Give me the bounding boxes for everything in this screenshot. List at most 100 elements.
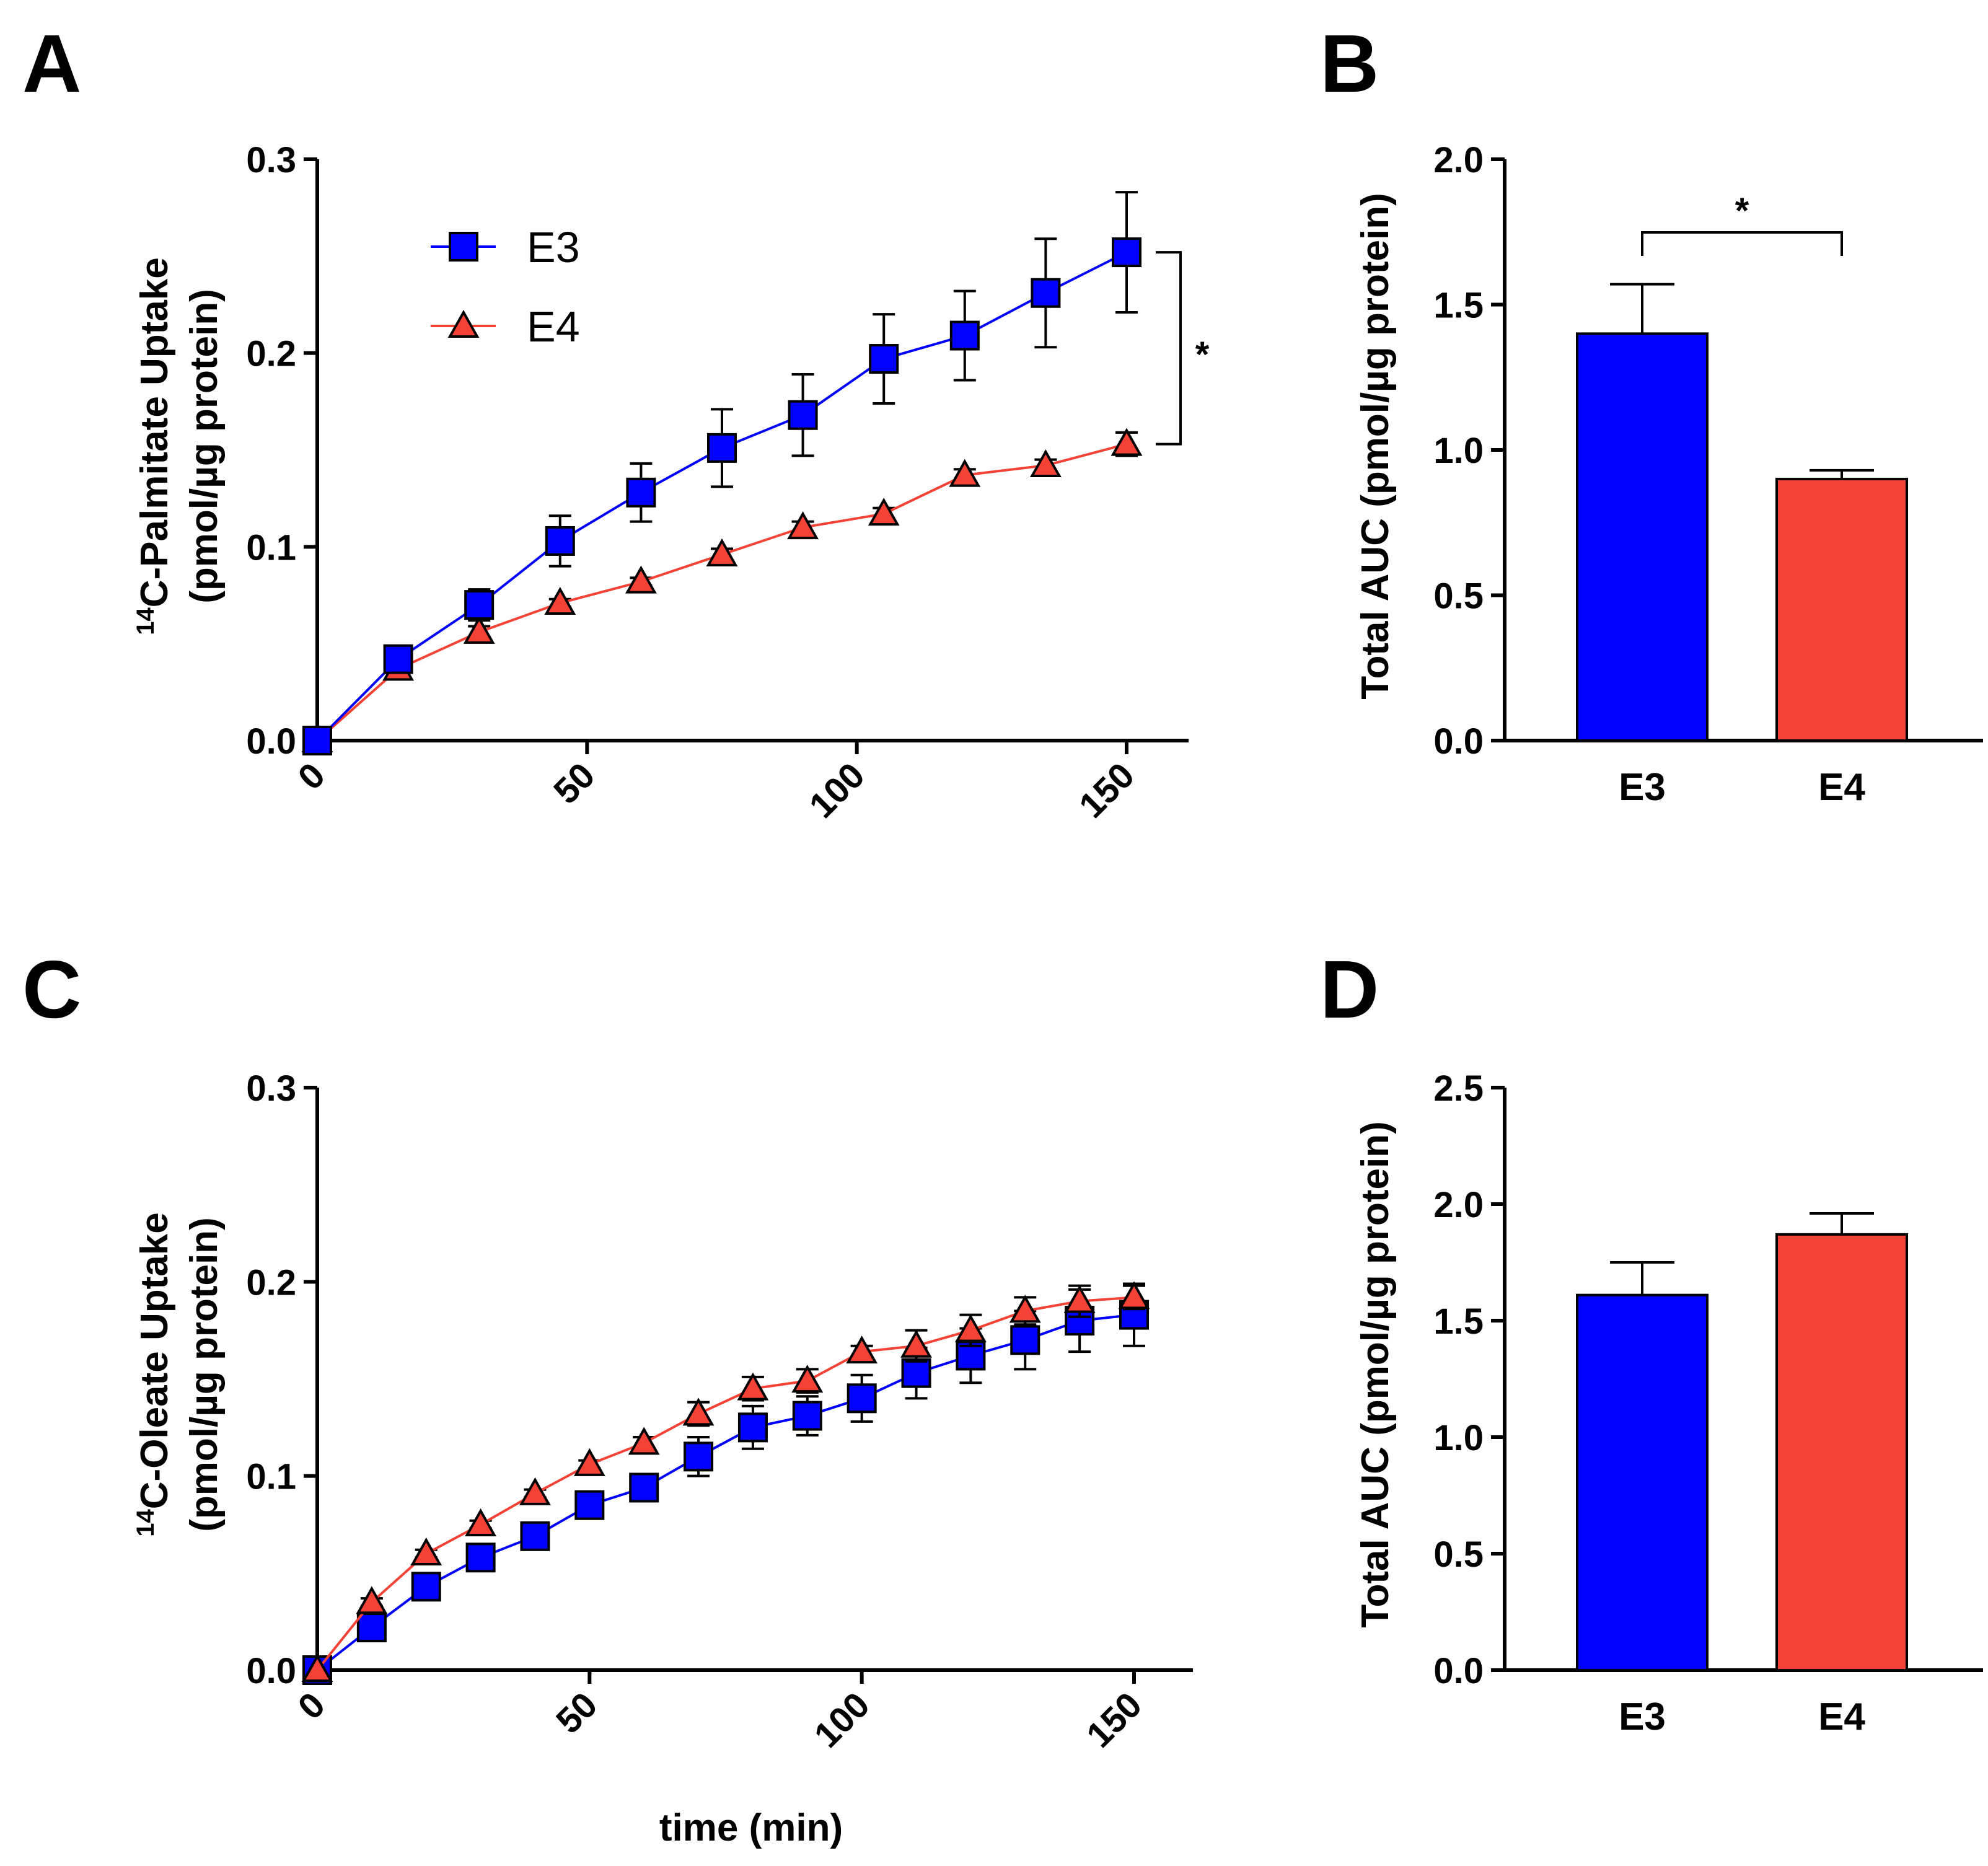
e4-data-point	[1063, 1285, 1096, 1313]
e3-data-point	[302, 726, 332, 755]
e3-bar	[1576, 1293, 1709, 1671]
e3-data-point	[1112, 237, 1141, 268]
x-tick-label: 50	[546, 755, 603, 812]
x-tick-label: 0	[290, 1684, 333, 1727]
panel-d-plot: 0.0 0.5 1.0 1.5 2.0 2.5 E3 E4	[1433, 1068, 1983, 1738]
e4-data-point	[628, 1427, 660, 1455]
y-tick-label: 1.0	[1433, 1418, 1484, 1458]
e4-data-point	[465, 1508, 497, 1536]
panel-c-plot: 0.0 0.1 0.2 0.3 0 50 100 150	[246, 1068, 1193, 1756]
panel-a-plot: 0.0 0.1 0.2 0.3 0 50 100 150 E3 E4 *	[246, 140, 1209, 826]
e3-data-point	[383, 644, 413, 674]
y-tick-label: 2.5	[1433, 1068, 1484, 1109]
panel-c-ylabel-units: (pmol/µg protein)	[183, 1217, 226, 1532]
e3-data-point	[626, 477, 656, 508]
panel-c-xlabel: time (min)	[659, 1807, 843, 1849]
e4-data-point	[954, 1314, 987, 1342]
legend-e4-marker	[447, 309, 480, 338]
e4-data-point	[1029, 449, 1062, 478]
y-tick-label: 2.0	[1433, 1185, 1484, 1225]
e4-data-point	[791, 1365, 824, 1393]
x-tick-label: 0	[290, 755, 333, 798]
e3-data-point	[847, 1383, 877, 1414]
e3-data-point	[949, 320, 980, 351]
y-tick-label: 0.5	[1433, 1534, 1484, 1575]
e4-data-point	[737, 1372, 769, 1401]
y-tick-label: 0.3	[246, 140, 296, 180]
e3-data-point	[792, 1401, 822, 1431]
e3-series-line	[316, 1313, 1135, 1671]
panel-c-ylabel: 14C-Oleate Uptake	[132, 1212, 176, 1536]
legend-e3-label: E3	[527, 223, 580, 271]
panel-b-letter: B	[1320, 18, 1379, 109]
e4-data-point	[1118, 1281, 1150, 1309]
y-tick-label: 0.0	[246, 721, 296, 762]
legend-e4-label: E4	[527, 302, 580, 351]
e4-bar	[1775, 477, 1908, 742]
panel-c-ylabel-sup: 14	[132, 1508, 159, 1536]
e3-data-point	[684, 1441, 714, 1472]
e3-data-point	[788, 400, 818, 430]
significance-bracket	[1641, 231, 1843, 256]
significance-star: *	[1735, 191, 1749, 231]
e4-data-point	[900, 1329, 932, 1358]
y-tick-label: 0.2	[246, 334, 296, 374]
e3-data-point	[520, 1521, 550, 1551]
x-tick-label-e3: E3	[1619, 766, 1666, 809]
e4-series-line	[316, 1296, 1135, 1671]
e3-bar	[1576, 332, 1709, 742]
e4-series-line	[316, 442, 1127, 742]
e4-data-point	[787, 511, 819, 540]
y-tick-label: 0.5	[1433, 576, 1484, 617]
e4-data-point	[949, 459, 981, 487]
e3-data-point	[545, 526, 575, 556]
e3-data-point	[707, 433, 737, 463]
e3-data-point	[1031, 278, 1061, 308]
panel-d-ylabel: Total AUC (pmol/µg protein)	[1354, 1121, 1397, 1628]
e3-data-point	[574, 1490, 605, 1520]
panel-a-letter: A	[22, 18, 81, 109]
panel-d: D Total AUC (pmol/µg protein) 0.0 0.5 1.0 1…	[1320, 944, 1983, 1738]
x-tick-label-e3: E3	[1619, 1696, 1666, 1738]
e4-bar	[1775, 1233, 1908, 1671]
e3-data-point	[869, 344, 899, 374]
x-tick-label: 50	[548, 1684, 605, 1741]
x-tick-label-e4: E4	[1818, 1696, 1865, 1738]
x-tick-label: 150	[1079, 1684, 1150, 1755]
e3-data-point	[629, 1472, 659, 1503]
panel-a: A 14C-Palmitate Uptake (pmol/µg protein)…	[22, 18, 1210, 826]
significance-star: *	[1195, 335, 1210, 375]
e4-data-point	[410, 1537, 442, 1565]
panel-c-letter: C	[22, 944, 81, 1035]
panel-c: C 14C-Oleate Uptake (pmol/µg protein) ti…	[22, 944, 1193, 1849]
e3-data-point	[411, 1572, 441, 1602]
panel-b-plot: 0.0 0.5 1.0 1.5 2.0 E3 E4 *	[1433, 140, 1983, 809]
y-tick-label: 0.0	[1433, 721, 1484, 762]
e3-data-point	[1010, 1325, 1040, 1355]
panel-a-ylabel-units: (pmol/µg protein)	[183, 289, 226, 604]
e4-data-point	[682, 1397, 715, 1426]
e4-data-point	[1111, 428, 1143, 456]
y-tick-label: 0.2	[246, 1262, 296, 1303]
y-tick-label: 0.3	[246, 1068, 296, 1109]
e4-data-point	[301, 1653, 333, 1682]
e4-data-point	[706, 538, 738, 566]
panel-c-ylabel-main: C-Oleate Uptake	[133, 1212, 176, 1509]
panel-d-letter: D	[1320, 944, 1379, 1035]
panel-a-ylabel-main: C-Palmitate Uptake	[133, 257, 176, 607]
e3-data-point	[464, 590, 495, 620]
x-tick-label: 150	[1071, 755, 1142, 825]
panel-a-ylabel-sup: 14	[132, 607, 159, 635]
e4-data-point	[356, 1586, 388, 1614]
y-tick-label: 0.1	[246, 527, 296, 568]
e4-data-point	[868, 498, 900, 526]
e4-data-point	[1009, 1295, 1041, 1323]
significance-bracket	[1156, 251, 1182, 446]
e4-data-point	[625, 565, 657, 594]
x-tick-label: 100	[806, 1684, 877, 1755]
y-tick-label: 1.5	[1433, 1301, 1484, 1342]
e3-data-point	[901, 1358, 931, 1388]
panel-b: B Total AUC (pmol/µg protein) 0.0 0.5 1.0 1…	[1320, 18, 1983, 809]
y-tick-label: 2.0	[1433, 140, 1484, 180]
